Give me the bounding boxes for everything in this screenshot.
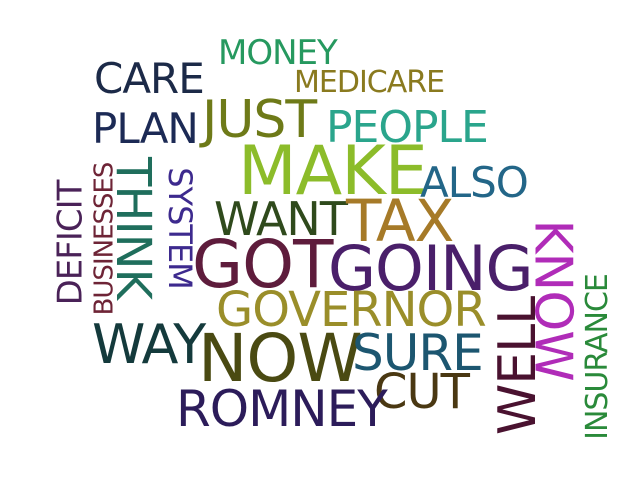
word-medicare: MEDICARE [294, 65, 445, 100]
word-tax: TAX [346, 187, 454, 255]
word-governor: GOVERNOR [216, 282, 487, 338]
word-system: SYSTEM [160, 167, 199, 289]
word-businesses: BUSINESSES [89, 162, 120, 316]
word-got: GOT [192, 226, 333, 303]
word-care: CARE [94, 54, 205, 103]
word-sure: SURE [352, 324, 484, 382]
word-people: PEOPLE [326, 102, 489, 153]
word-plan: PLAN [92, 104, 199, 153]
word-cut: CUT [374, 364, 470, 420]
word-well: WELL [488, 296, 549, 436]
word-now: NOW [198, 320, 363, 397]
word-want: WANT [214, 192, 348, 246]
word-romney: ROMNEY [176, 380, 388, 438]
word-money: MONEY [218, 33, 338, 73]
word-insurance: INSURANCE [579, 274, 615, 440]
word-way: WAY [92, 313, 206, 376]
word-also: ALSO [420, 158, 529, 207]
word-deficit: DEFICIT [50, 180, 91, 306]
word-make: MAKE [238, 132, 428, 211]
word-going: GOING [328, 232, 534, 305]
word-just: JUST [202, 90, 317, 150]
